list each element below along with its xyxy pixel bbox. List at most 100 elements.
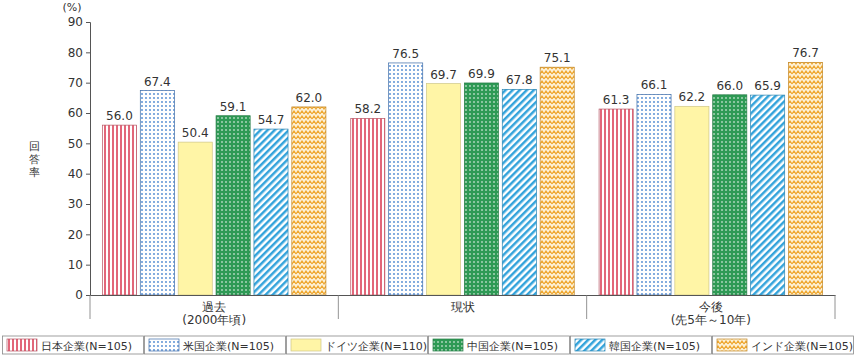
x-tick-label: 今後(先5年～10年) [671,300,751,328]
y-tick: 10 [68,258,90,272]
legend-label: ドイツ企業(N=110) [325,340,427,353]
legend-label: インド企業(N=105) [751,340,853,353]
bars [102,62,822,295]
legend-swatch [717,339,747,351]
legend-label: 日本企業(N=105) [41,340,132,353]
data-label: 58.2 [354,102,381,116]
data-label: 66.0 [716,79,743,93]
y-tick-mark [86,113,90,114]
y-tick-mark [86,83,90,84]
legend-entry: 韓国企業(N=105) [571,336,712,354]
x-tick-label: 現状 [451,300,475,314]
y-tick-mark [86,204,90,205]
x-tick-label-line: (先5年～10年) [671,313,751,327]
legend-label: 韓国企業(N=105) [609,340,700,353]
legend-swatch [7,339,37,351]
y-tick-label: 80 [68,46,83,60]
data-label: 67.8 [506,73,533,87]
data-label: 67.4 [144,75,171,89]
y-tick: 40 [68,167,90,181]
y-axis-line [86,23,91,296]
bar [351,118,385,295]
bar [178,142,212,295]
y-axis-title-char: 率 [29,166,40,179]
y-tick-label: 90 [68,15,83,29]
x-tick: 今後(先5年～10年) [671,295,751,327]
bar [427,84,461,295]
bar [102,125,136,295]
legend-swatch [291,339,321,351]
data-label: 76.5 [392,47,419,61]
bar [389,63,423,295]
y-tick-label: 50 [68,137,83,151]
data-label: 54.7 [258,113,285,127]
x-tick: 過去(2000年頃) [182,295,246,327]
category-separator [90,295,91,319]
category-separator [338,295,339,319]
y-unit: (%) [62,1,81,14]
y-tick-mark [86,52,90,53]
y-tick: 20 [68,228,90,242]
data-label: 65.9 [754,79,781,93]
legend-entry: インド企業(N=105) [713,336,854,354]
data-label: 50.4 [182,126,209,140]
y-tick-label: 60 [68,106,83,120]
data-label: 56.0 [106,109,133,123]
bar [540,67,574,295]
y-axis-title-char: 回 [29,140,40,153]
category-separator [835,295,836,319]
y-tick-mark [86,143,90,144]
bar [292,107,326,295]
legend-entry: 日本企業(N=105) [3,336,144,354]
legend-box [287,336,428,354]
y-tick: 50 [68,137,90,151]
y-tick-mark [86,234,90,235]
data-label: 75.1 [544,51,571,65]
x-tick-label-line: (2000年頃) [182,313,246,327]
y-axis-title-char: 答 [29,153,40,166]
bar [751,95,785,295]
y-tick-mark [86,174,90,175]
y-tick-label: 10 [68,258,83,272]
x-tick-label: 過去(2000年頃) [182,300,246,328]
y-tick-label: 20 [68,228,83,242]
bar [464,83,498,295]
category-separators [90,295,835,319]
y-tick-label: 40 [68,167,83,181]
y-tick-mark [86,22,90,23]
legend-entry: 米国企業(N=105) [145,336,286,354]
legend-entry: ドイツ企業(N=110) [287,336,428,354]
x-tick: 現状 [451,295,475,314]
bar [599,109,633,295]
y-axis-title: 回答率 [29,140,40,179]
y-tick-mark [86,295,90,296]
y-tick: 70 [68,76,90,90]
y-tick: 90 [68,15,90,29]
y-axis: 0102030405060708090 [68,15,91,302]
y-tick-label: 0 [75,288,83,302]
x-axis: 過去(2000年頃) 現状 今後(先5年～10年) [91,295,836,327]
data-label: 62.0 [296,91,323,105]
bar [254,129,288,295]
legend-box [3,336,144,354]
y-tick-mark [86,265,90,266]
x-tick-label-line: 現状 [451,300,475,314]
legend-swatch [433,339,463,351]
data-label: 69.9 [468,67,495,81]
legend-box [429,336,570,354]
legend-entry: 中国企業(N=105) [429,336,570,354]
legend-box [145,336,286,354]
chart-svg: 56.058.261.367.476.566.150.469.762.259.1… [0,0,856,361]
bar [637,94,671,295]
bar [788,62,822,295]
legend-box [571,336,712,354]
data-labels: 56.058.261.367.476.566.150.469.762.259.1… [106,46,819,140]
chart-container: 56.058.261.367.476.566.150.469.762.259.1… [0,0,856,361]
legend-label: 中国企業(N=105) [467,340,558,353]
bar [216,116,250,295]
y-tick: 80 [68,46,90,60]
category-separator [586,295,587,319]
data-label: 76.7 [792,46,819,60]
legend-swatch [149,339,179,351]
x-axis-line [91,295,836,296]
